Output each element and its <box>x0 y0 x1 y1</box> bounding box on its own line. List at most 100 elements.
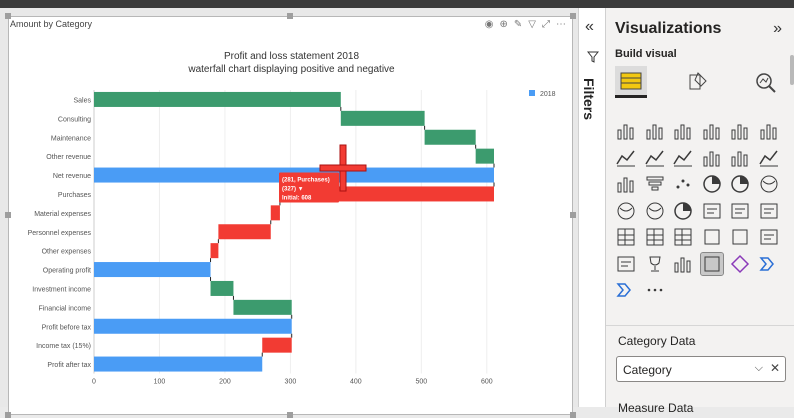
paginated-report-icon[interactable] <box>672 253 694 275</box>
visual-header-toolbar: ◉ ⊕ ✎ ▽ ⤢ ⋯ <box>485 19 566 31</box>
metrics-icon[interactable] <box>644 253 666 275</box>
build-visual-tab[interactable] <box>615 66 647 98</box>
scatter-chart-icon[interactable] <box>672 173 694 195</box>
stacked-bar-chart-icon[interactable] <box>615 120 637 142</box>
filters-pane: « Filters <box>578 8 606 407</box>
more-visuals-icon[interactable] <box>644 279 666 301</box>
line-stacked-column-icon[interactable] <box>729 147 751 169</box>
clustered-bar-chart-icon[interactable] <box>672 120 694 142</box>
waterfall-bar <box>218 224 271 240</box>
waterfall-visual[interactable]: Amount by Category ◉ ⊕ ✎ ▽ ⤢ ⋯ Profit an… <box>5 13 576 418</box>
multi-row-card-icon[interactable] <box>729 200 751 222</box>
custom-visual-icon[interactable] <box>699 251 724 276</box>
stacked-column-chart-icon[interactable] <box>644 120 666 142</box>
analytics-tab[interactable] <box>750 66 782 98</box>
waterfall-bar <box>475 148 494 164</box>
stacked-area-chart-icon[interactable] <box>672 147 694 169</box>
gauge-icon[interactable] <box>672 200 694 222</box>
collapse-filters-icon[interactable]: « <box>585 18 594 35</box>
x-tick-label: 500 <box>415 379 427 386</box>
visual-type-gallery <box>615 120 787 320</box>
pin-icon[interactable]: ✎ <box>513 19 523 30</box>
resize-handle-top[interactable] <box>287 13 293 19</box>
smart-narrative-icon[interactable] <box>615 253 637 275</box>
analytics-icon <box>756 73 776 93</box>
resize-handle-top-left[interactable] <box>5 13 11 19</box>
area-chart-icon[interactable] <box>644 147 666 169</box>
category-label: Income tax (15%) <box>36 343 91 350</box>
expand-pane-icon[interactable]: » <box>773 20 782 37</box>
pane-scrollbar[interactable] <box>790 55 794 85</box>
category-label: Personnel expenses <box>28 230 92 237</box>
resize-handle-left[interactable] <box>5 212 11 218</box>
power-apps-icon[interactable] <box>729 253 751 275</box>
waterfall-bar <box>340 110 425 126</box>
chevron-down-icon[interactable]: ⌵ <box>754 362 763 374</box>
ribbon-chart-icon[interactable] <box>758 147 780 169</box>
category-label: Investment income <box>32 286 91 293</box>
waterfall-bar <box>210 243 219 259</box>
category-label: Profit before tax <box>42 324 92 331</box>
build-visual-icon <box>620 72 642 89</box>
resize-handle-right[interactable] <box>570 212 576 218</box>
tooltip-line: (281, Purchases) <box>282 178 330 184</box>
filters-label[interactable]: Filters <box>581 78 597 121</box>
qna-icon[interactable] <box>758 226 780 248</box>
format-brush-icon <box>689 72 707 90</box>
line-clustered-column-icon[interactable] <box>701 147 723 169</box>
x-tick-label: 200 <box>219 379 231 386</box>
decomposition-tree-icon[interactable] <box>729 226 751 248</box>
crosshair-cursor-horizontal <box>319 164 367 172</box>
focus-mode-icon[interactable]: ⤢ <box>542 19 550 30</box>
category-label: Other revenue <box>46 154 91 161</box>
waterfall-bar <box>94 356 263 372</box>
waterfall-chart-icon[interactable] <box>615 173 637 195</box>
map-icon[interactable] <box>615 200 637 222</box>
build-tabs <box>615 66 785 110</box>
category-label: Consulting <box>58 116 91 123</box>
category-label: Material expenses <box>34 211 91 218</box>
funnel-chart-icon[interactable] <box>644 173 666 195</box>
waterfall-bar <box>94 318 292 334</box>
treemap-icon[interactable] <box>758 173 780 195</box>
category-label: Sales <box>73 97 91 104</box>
kpi-icon[interactable] <box>758 200 780 222</box>
measure-data-label: Measure Data <box>618 401 694 415</box>
donut-chart-icon[interactable] <box>729 173 751 195</box>
waterfall-bar <box>94 262 211 278</box>
x-tick-label: 300 <box>285 379 297 386</box>
category-data-label: Category Data <box>618 334 696 348</box>
camera-icon[interactable]: ◉ <box>484 19 494 30</box>
format-visual-tab[interactable] <box>682 66 714 98</box>
100-stacked-bar-chart-icon[interactable] <box>729 120 751 142</box>
top-bar <box>0 0 794 8</box>
line-chart-icon[interactable] <box>615 147 637 169</box>
tooltip-box <box>279 172 339 203</box>
python-visual-icon[interactable] <box>615 279 637 301</box>
matrix-icon[interactable] <box>672 226 694 248</box>
category-label: Net revenue <box>53 173 91 180</box>
pane-divider <box>606 325 794 326</box>
zoom-in-icon[interactable]: ⊕ <box>499 19 508 30</box>
more-options-icon[interactable]: ⋯ <box>556 19 566 30</box>
category-field-name: Category <box>623 363 672 377</box>
waterfall-bar <box>270 205 280 221</box>
chart-subtitle: waterfall chart displaying positive and … <box>188 64 395 75</box>
key-influencers-icon[interactable] <box>701 226 723 248</box>
power-automate-icon[interactable] <box>758 253 780 275</box>
category-label: Other expenses <box>42 249 92 256</box>
pie-chart-icon[interactable] <box>701 173 723 195</box>
filter-icon[interactable]: ▽ <box>528 19 536 30</box>
clustered-column-chart-icon[interactable] <box>701 120 723 142</box>
resize-handle-top-right[interactable] <box>570 13 576 19</box>
slicer-icon[interactable] <box>615 226 637 248</box>
remove-field-icon[interactable]: ✕ <box>769 361 780 375</box>
waterfall-bar <box>233 299 292 315</box>
100-stacked-column-chart-icon[interactable] <box>758 120 780 142</box>
tooltip-line: Initial: 608 <box>282 196 312 202</box>
visual-title: Amount by Category <box>10 19 93 29</box>
filled-map-icon[interactable] <box>644 200 666 222</box>
table-icon[interactable] <box>644 226 666 248</box>
category-field-well[interactable]: Category ⌵ ✕ <box>616 356 786 382</box>
card-icon[interactable] <box>701 200 723 222</box>
